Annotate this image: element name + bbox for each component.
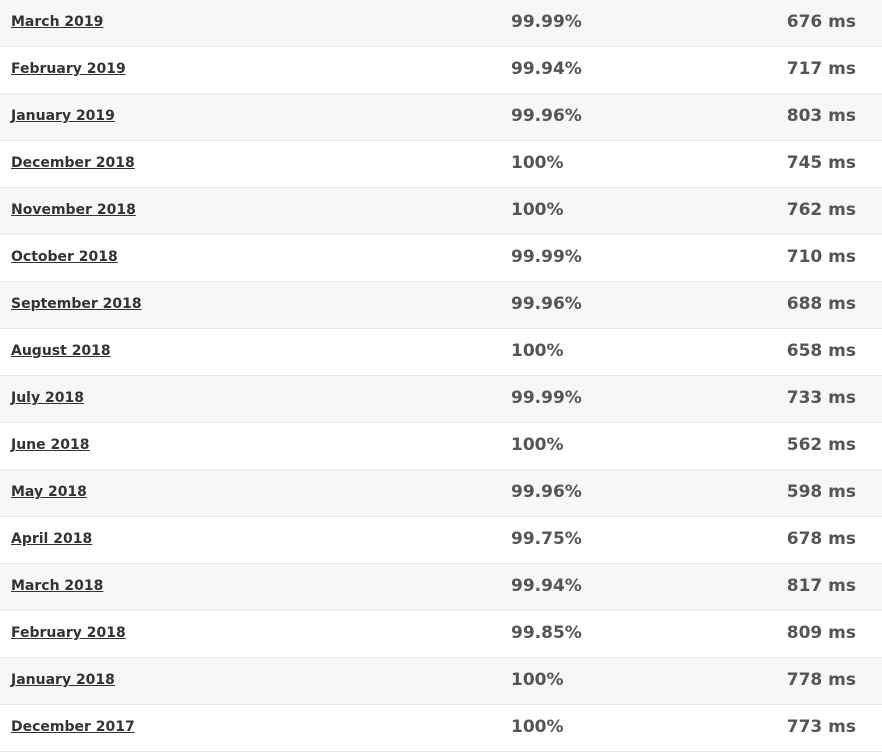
- response-time-value: 562 ms: [786, 435, 856, 455]
- table-row: March 2019 99.99% 676 ms: [0, 0, 882, 47]
- table-row: April 2018 99.75% 678 ms: [0, 517, 882, 564]
- uptime-value: 99.94%: [511, 59, 582, 79]
- response-time-value: 676 ms: [786, 12, 856, 32]
- uptime-value: 99.96%: [511, 106, 582, 126]
- uptime-value: 99.96%: [511, 482, 582, 502]
- uptime-value: 99.85%: [511, 623, 582, 643]
- month-link[interactable]: March 2018: [11, 578, 104, 594]
- uptime-value: 100%: [511, 435, 564, 455]
- response-time-value: 733 ms: [786, 388, 856, 408]
- response-time-value: 762 ms: [786, 200, 856, 220]
- uptime-value: 99.75%: [511, 529, 582, 549]
- table-row: August 2018 100% 658 ms: [0, 329, 882, 376]
- uptime-value: 100%: [511, 200, 564, 220]
- table-row: September 2018 99.96% 688 ms: [0, 282, 882, 329]
- table-row: December 2018 100% 745 ms: [0, 141, 882, 188]
- month-link[interactable]: January 2019: [11, 108, 115, 124]
- month-link[interactable]: October 2018: [11, 249, 118, 265]
- response-time-value: 745 ms: [786, 153, 856, 173]
- uptime-value: 99.94%: [511, 576, 582, 596]
- response-time-value: 710 ms: [786, 247, 856, 267]
- response-time-value: 817 ms: [786, 576, 856, 596]
- uptime-value: 99.99%: [511, 247, 582, 267]
- response-time-value: 688 ms: [786, 294, 856, 314]
- month-link[interactable]: July 2018: [11, 390, 84, 406]
- response-time-value: 778 ms: [786, 670, 856, 690]
- uptime-value: 100%: [511, 670, 564, 690]
- table-row: February 2019 99.94% 717 ms: [0, 47, 882, 94]
- month-link[interactable]: February 2018: [11, 625, 126, 641]
- table-row: January 2018 100% 778 ms: [0, 658, 882, 705]
- month-link[interactable]: December 2017: [11, 719, 135, 735]
- uptime-value: 99.99%: [511, 388, 582, 408]
- month-link[interactable]: March 2019: [11, 14, 104, 30]
- uptime-value: 99.96%: [511, 294, 582, 314]
- table-row: November 2018 100% 762 ms: [0, 188, 882, 235]
- response-time-value: 809 ms: [786, 623, 856, 643]
- uptime-value: 99.99%: [511, 12, 582, 32]
- response-time-value: 598 ms: [786, 482, 856, 502]
- month-link[interactable]: April 2018: [11, 531, 93, 547]
- table-row: February 2018 99.85% 809 ms: [0, 611, 882, 658]
- month-link[interactable]: September 2018: [11, 296, 142, 312]
- table-row: December 2017 100% 773 ms: [0, 705, 882, 752]
- table-row: January 2019 99.96% 803 ms: [0, 94, 882, 141]
- table-row: March 2018 99.94% 817 ms: [0, 564, 882, 611]
- uptime-value: 100%: [511, 717, 564, 737]
- month-link[interactable]: February 2019: [11, 61, 126, 77]
- response-time-value: 678 ms: [786, 529, 856, 549]
- table-row: July 2018 99.99% 733 ms: [0, 376, 882, 423]
- month-link[interactable]: November 2018: [11, 202, 136, 218]
- month-link[interactable]: August 2018: [11, 343, 111, 359]
- month-link[interactable]: January 2018: [11, 672, 115, 688]
- month-link[interactable]: December 2018: [11, 155, 135, 171]
- uptime-value: 100%: [511, 153, 564, 173]
- response-time-value: 717 ms: [786, 59, 856, 79]
- month-link[interactable]: May 2018: [11, 484, 87, 500]
- response-time-value: 803 ms: [786, 106, 856, 126]
- month-link[interactable]: June 2018: [11, 437, 90, 453]
- table-row: June 2018 100% 562 ms: [0, 423, 882, 470]
- response-time-value: 658 ms: [786, 341, 856, 361]
- table-row: October 2018 99.99% 710 ms: [0, 235, 882, 282]
- table-row: May 2018 99.96% 598 ms: [0, 470, 882, 517]
- response-time-value: 773 ms: [786, 717, 856, 737]
- uptime-value: 100%: [511, 341, 564, 361]
